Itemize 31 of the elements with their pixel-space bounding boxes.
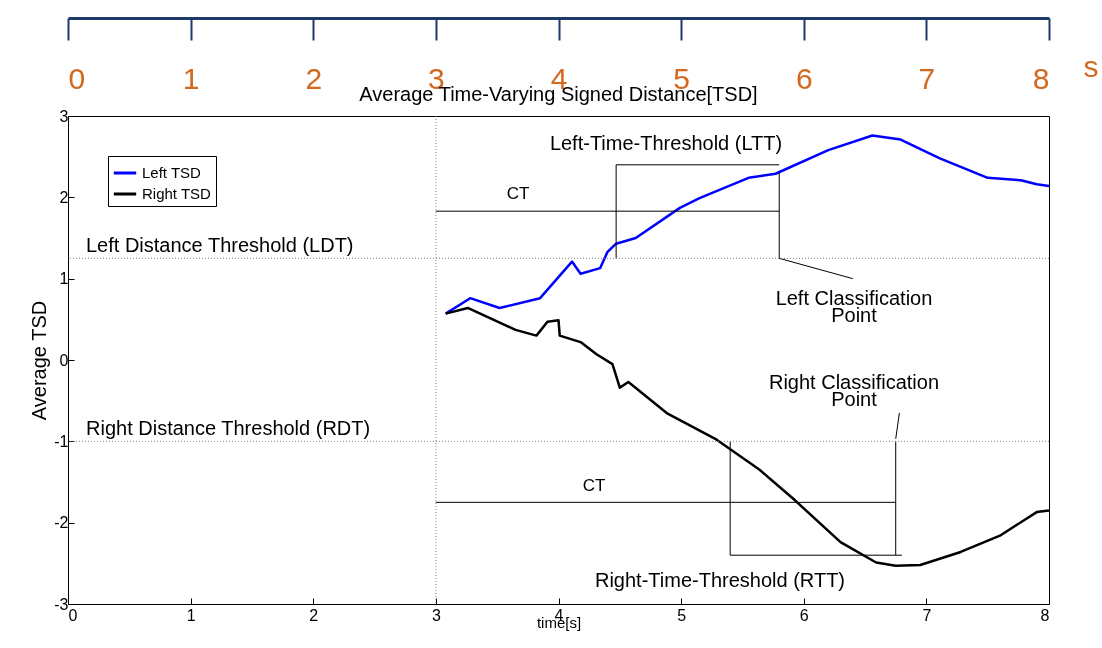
y-tick-label: 0 [59, 351, 69, 369]
y-tick-label: -2 [54, 514, 69, 532]
x2-tick-label: 1 [182, 61, 200, 95]
annotation: CT [506, 184, 530, 203]
annotation: Left-Time-Threshold (LTT) [549, 132, 783, 154]
annotation: CT [582, 476, 606, 495]
y-axis-title: Average TSD [28, 300, 51, 421]
x2-tick-label: 6 [795, 61, 813, 95]
x-tick-label: 3 [431, 606, 441, 624]
x-tick-label: 7 [922, 606, 932, 624]
x2-tick-label: 2 [305, 61, 323, 95]
y-tick-label: 3 [59, 107, 69, 125]
x2-tick-label: 8 [1032, 61, 1050, 95]
annotation: Right-Time-Threshold (RTT) [594, 569, 846, 591]
y-tick-label: -3 [54, 595, 69, 613]
x-tick-label: 5 [677, 606, 687, 624]
legend-label: Right TSD [142, 185, 212, 202]
ref-line-label: Left Distance Threshold (LDT) [86, 234, 354, 257]
x-tick-label: 6 [799, 606, 809, 624]
annotation: Right Classification Point [768, 371, 940, 410]
y-tick-label: 1 [59, 270, 69, 288]
x2-tick-label: 7 [918, 61, 936, 95]
x2-axis-title: s [1083, 49, 1099, 83]
y-tick-label: -1 [54, 432, 69, 450]
annotation: Left Classification Point [775, 287, 933, 326]
legend-label: Left TSD [142, 164, 202, 181]
y-tick-label: 2 [59, 188, 69, 206]
x-tick-label: 8 [1040, 606, 1050, 624]
ref-line-label: Right Distance Threshold (RDT) [86, 417, 371, 440]
x-tick-label: 2 [309, 606, 319, 624]
x-tick-label: 1 [186, 606, 196, 624]
